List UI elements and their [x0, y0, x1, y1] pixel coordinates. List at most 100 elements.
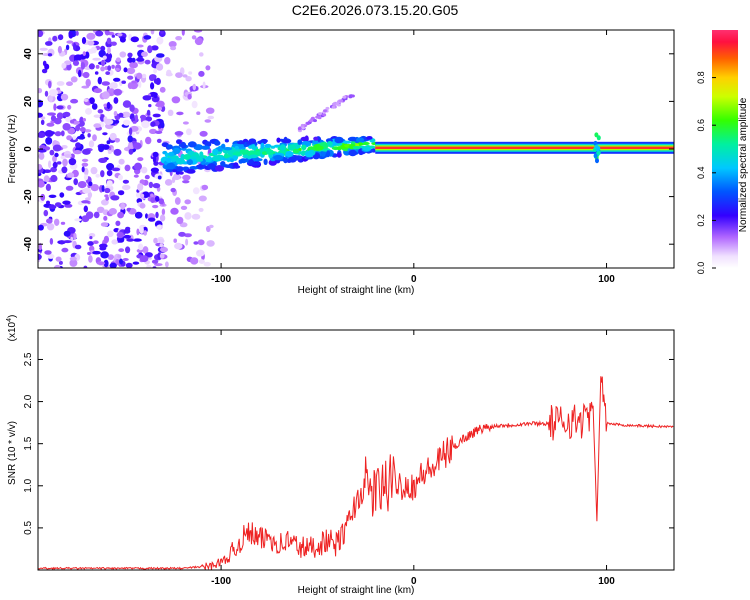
- spectral-blob-589: [43, 209, 49, 217]
- spectral-blob-351: [53, 103, 57, 111]
- spectral-blob-539: [78, 69, 82, 78]
- spectral-blob-1042: [166, 144, 173, 150]
- spectral-blob-1062: [223, 147, 233, 151]
- spectral-blob-1029: [232, 165, 241, 169]
- spectral-blob-722: [81, 158, 89, 162]
- spectral-blob-320: [146, 264, 152, 268]
- spectral-blob-1002: [336, 146, 343, 151]
- spectral-blob-115: [38, 99, 44, 108]
- spectral-blob-1102: [300, 126, 305, 130]
- spectral-blob-522: [127, 135, 133, 143]
- spectral-blob-1043: [285, 150, 294, 158]
- spectral-blob-580: [182, 121, 189, 125]
- spectral-blob-344: [154, 263, 163, 267]
- spectral-blob-408: [87, 40, 95, 46]
- spectral-blob-1125: [306, 122, 310, 125]
- spectral-blob-1009: [347, 136, 358, 142]
- spectral-blob-632: [52, 161, 58, 169]
- spectral-blob-321: [150, 193, 154, 198]
- spectral-blob-469: [192, 83, 196, 91]
- spectral-blob-1126: [342, 95, 347, 99]
- spectral-blob-37: [145, 136, 152, 145]
- spectral-blob-461: [62, 200, 71, 205]
- spectral-blob-588: [110, 195, 120, 201]
- spectral-blob-594: [81, 37, 87, 44]
- spectral-blob-261: [118, 248, 125, 253]
- spectral-blob-156: [205, 65, 211, 71]
- spectral-blob-121: [132, 261, 140, 265]
- spectral-blob-941: [214, 165, 225, 172]
- spectral-blob-270: [69, 259, 78, 267]
- spectral-blob-653: [80, 62, 86, 70]
- spectral-blob-689: [82, 118, 86, 122]
- spectral-blob-810: [361, 141, 370, 146]
- spectral-blob-74: [134, 114, 138, 122]
- spectral-blob-697: [116, 231, 124, 239]
- spectral-blob-592: [182, 74, 188, 78]
- spectral-blob-462: [87, 191, 93, 199]
- spectral-blob-432: [101, 185, 105, 192]
- spectral-blob-703: [117, 190, 125, 196]
- spectral-blob-925: [223, 153, 229, 159]
- spectrogram-marks: [38, 30, 674, 268]
- spectral-blob-892: [313, 136, 319, 141]
- spectral-blob-542: [128, 148, 134, 155]
- spectral-blob-711: [173, 173, 181, 181]
- spectral-blob-548: [64, 154, 72, 158]
- colorbar-axes: 0.0 0.2 0.4 0.6 0.8: [696, 71, 716, 274]
- spectral-blob-259: [107, 150, 112, 155]
- spectral-blob-650: [111, 239, 118, 245]
- spectral-blob-638: [61, 62, 67, 69]
- spectral-blob-245: [151, 95, 160, 103]
- spectral-blob-158: [155, 211, 159, 219]
- spectral-blob-159: [38, 132, 46, 138]
- spectral-blob-552: [134, 211, 143, 219]
- spectral-blob-93: [184, 199, 191, 205]
- spectral-blob-249: [124, 164, 131, 172]
- spectral-blob-517: [196, 249, 205, 257]
- spectral-blob-372: [70, 76, 78, 83]
- spectral-blob-272: [62, 123, 71, 131]
- spectrogram-ytick-label: 0: [23, 146, 34, 152]
- spectral-blob-260: [165, 261, 169, 268]
- colorbar-tick-label: 0.8: [696, 71, 706, 84]
- spectral-blob-575: [119, 51, 127, 58]
- spectral-blob-513: [38, 88, 43, 94]
- spectral-blob-464: [126, 238, 134, 242]
- spectral-blob-705: [100, 251, 109, 259]
- spectral-blob-667: [100, 222, 109, 227]
- spectral-blob-639: [109, 132, 117, 141]
- spectral-blob-354: [133, 238, 142, 242]
- spectral-blob-1038: [356, 137, 365, 143]
- spectral-blob-1055: [190, 156, 197, 160]
- spectral-blob-131: [182, 180, 190, 184]
- spectral-blob-1011: [248, 138, 257, 144]
- spectral-blob-1113: [300, 123, 305, 127]
- spectral-blob-718: [150, 197, 156, 204]
- spectral-blob-679: [56, 81, 65, 86]
- spectral-blob-512: [54, 152, 59, 158]
- spectral-blob-25: [161, 208, 166, 216]
- spectral-blob-1004: [260, 142, 265, 150]
- spectral-blob-571: [118, 174, 123, 181]
- spectrogram-ytick-label: -20: [23, 189, 34, 204]
- spectral-blob-957: [237, 143, 244, 149]
- spectral-blob-507: [117, 211, 124, 219]
- spectral-blob-714: [104, 187, 111, 194]
- spectral-blob-40: [58, 260, 63, 265]
- spectral-blob-726: [52, 144, 62, 152]
- spectral-blob-998: [237, 141, 245, 145]
- spectral-blob-98: [194, 37, 203, 46]
- spectral-blob-295: [81, 166, 85, 173]
- spectral-blob-959: [189, 166, 198, 170]
- spectral-blob-690: [104, 118, 114, 125]
- spectral-blob-442: [127, 57, 133, 63]
- spectral-blob-291: [174, 197, 181, 205]
- spectral-blob-534: [38, 253, 42, 260]
- spectral-blob-128: [113, 110, 118, 117]
- spectral-blob-497: [191, 213, 201, 220]
- spectral-blob-357: [154, 130, 163, 134]
- spectral-blob-1058: [279, 144, 286, 151]
- spectral-blob-505: [176, 216, 184, 225]
- spectral-blob-318: [165, 72, 173, 77]
